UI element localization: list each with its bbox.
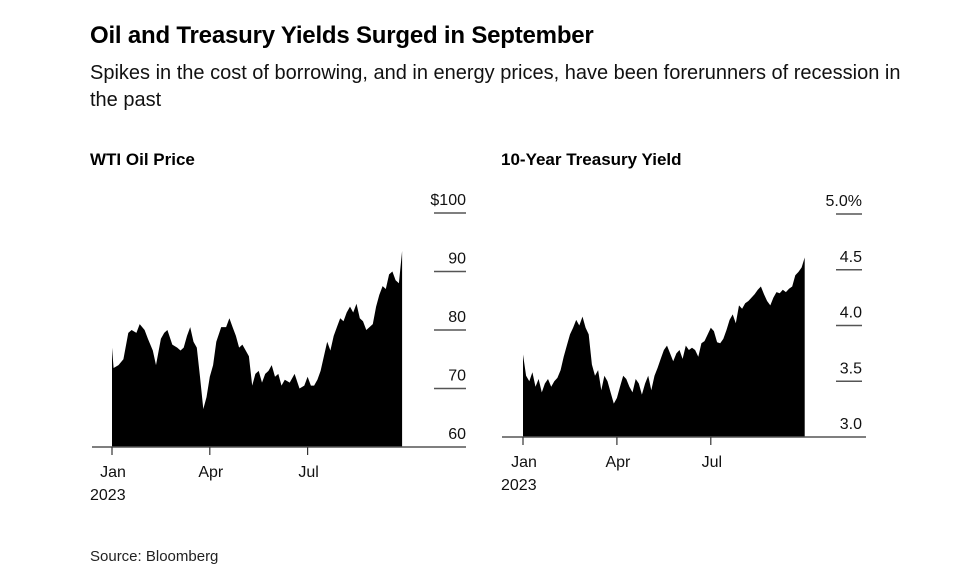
treasury-x-tick-label: Jan: [511, 454, 537, 471]
oil-y-tick-label: 90: [448, 251, 466, 268]
treasury-x-tick-label: Jul: [702, 454, 722, 471]
oil-y-tick-label: $100: [430, 192, 466, 209]
treasury-y-tick-label: 3.0: [840, 416, 862, 433]
oil-y-tick-label: 60: [448, 426, 466, 443]
oil-panel-title: WTI Oil Price: [90, 150, 195, 169]
treasury-y-tick-label: 4.0: [840, 305, 862, 322]
oil-area-series: [112, 251, 403, 447]
oil-y-tick-label: 80: [448, 309, 466, 326]
oil-x-tick-label: Jul: [298, 464, 318, 481]
treasury-panel-title: 10-Year Treasury Yield: [501, 150, 682, 169]
oil-x-tick-label: Jan: [100, 464, 126, 481]
chart-subtitle: Spikes in the cost of borrowing, and in …: [90, 62, 901, 111]
treasury-y-tick-label: 5.0%: [826, 193, 862, 210]
source-note: Source: Bloomberg: [90, 548, 219, 565]
treasury-y-tick-label: 4.5: [840, 249, 862, 266]
treasury-x-tick-label: Apr: [605, 454, 631, 471]
oil-x-tick-label: Apr: [198, 464, 224, 481]
oil-x-tick-label: 2023: [90, 487, 126, 504]
chart-title: Oil and Treasury Yields Surged in Septem…: [90, 22, 594, 49]
oil-y-tick-label: 70: [448, 368, 466, 385]
treasury-x-tick-label: 2023: [501, 477, 537, 494]
treasury-area-series: [523, 257, 805, 437]
treasury-y-tick-label: 3.5: [840, 360, 862, 377]
